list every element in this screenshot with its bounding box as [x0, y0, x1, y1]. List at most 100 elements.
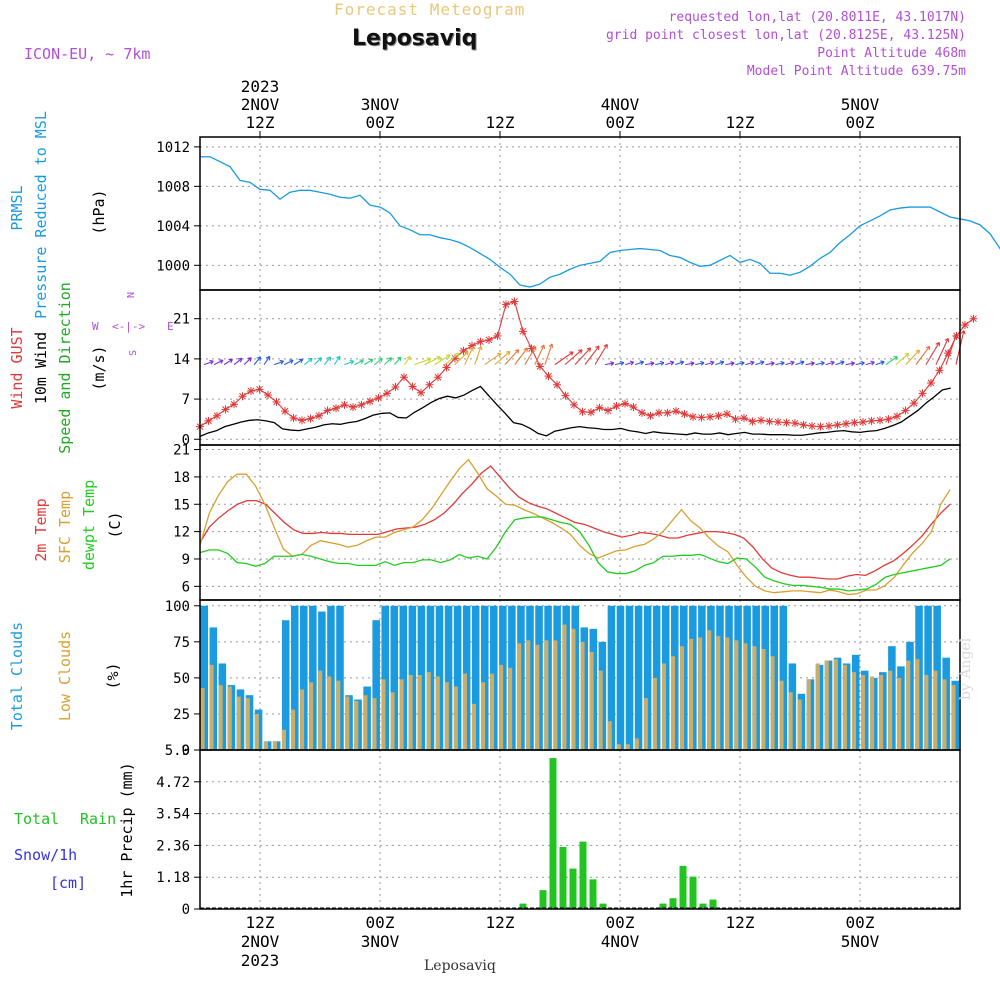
wind-direction-arrow	[454, 351, 469, 366]
wind-direction-arrow	[484, 352, 502, 366]
gust-marker	[204, 416, 213, 425]
gust-marker	[578, 407, 587, 416]
low-cloud-bar	[625, 744, 630, 750]
precip-label-rain: Rain	[80, 810, 116, 828]
wind-direction-arrow	[715, 360, 725, 366]
top-axis-hour: 12Z	[246, 113, 275, 132]
y-tick-label: 18	[173, 470, 190, 486]
low-cloud-bar	[906, 660, 911, 750]
gust-marker	[221, 405, 230, 414]
wind-direction-arrow	[374, 357, 383, 366]
top-axis-hour: 00Z	[606, 113, 635, 132]
y-tick-label: 50	[173, 671, 190, 687]
pressure-unit-label: (hPa)	[90, 189, 108, 234]
low-cloud-bar	[788, 692, 793, 750]
wind-direction-arrow	[384, 357, 393, 366]
gust-marker	[663, 408, 672, 417]
low-cloud-bar	[607, 721, 612, 750]
y-tick-label: 9	[182, 552, 190, 568]
gust-marker	[536, 362, 544, 371]
low-cloud-bar	[643, 698, 648, 750]
low-cloud-bar	[381, 679, 386, 750]
low-cloud-bar	[879, 675, 884, 750]
gust-marker	[417, 388, 425, 397]
top-axis-date: 2NOV	[241, 95, 280, 114]
precip-bar	[539, 890, 547, 909]
gust-marker	[706, 412, 714, 421]
top-axis-date: 3NOV	[361, 95, 400, 114]
low-cloud-bar	[634, 738, 639, 750]
wind-direction-arrow	[474, 345, 483, 365]
y-tick-label: 0	[182, 432, 190, 448]
gust-marker	[816, 422, 825, 431]
wind-direction-arrow	[835, 360, 845, 366]
y-tick-label: 1000	[156, 258, 190, 274]
bottom-axis-hour: 12Z	[726, 913, 755, 932]
low-cloud-bar	[670, 656, 676, 750]
low-cloud-bar	[471, 703, 476, 750]
wind-direction-arrow	[895, 352, 910, 366]
y-tick-label: 2.36	[156, 838, 190, 854]
gust-marker	[519, 327, 527, 336]
low-cloud-bar	[263, 741, 268, 750]
wind-direction-arrow	[925, 341, 940, 365]
gust-marker	[774, 418, 782, 427]
y-tick-label: 21	[173, 312, 190, 328]
clouds-label-low: Low Clouds	[56, 631, 74, 721]
gust-marker	[918, 389, 927, 398]
temp-label-dewpt: dewpt Temp	[80, 480, 98, 570]
wind-direction-arrow	[283, 359, 294, 366]
gust-marker	[468, 341, 476, 350]
total-cloud-bar	[372, 620, 380, 750]
low-cloud-bar	[345, 696, 350, 750]
wind-direction-arrow	[364, 358, 374, 366]
low-cloud-bar	[860, 675, 866, 750]
gust-marker	[442, 363, 451, 372]
wind-direction-arrow	[574, 347, 592, 366]
low-cloud-bar	[535, 644, 540, 750]
credit-watermark: by Angel	[958, 637, 974, 700]
total-cloud-bar	[471, 605, 480, 750]
y-tick-label: 5.9	[165, 743, 190, 759]
gust-marker	[765, 417, 774, 426]
wind-direction-arrow	[203, 359, 214, 366]
temperature-series-line-0	[199, 465, 951, 580]
total-cloud-bar	[607, 605, 616, 750]
wind-direction-arrow	[745, 360, 755, 366]
precip-bar	[579, 841, 587, 909]
wind-direction-arrow	[815, 360, 825, 366]
precip-label-total: Total	[14, 810, 59, 828]
low-cloud-bar	[824, 660, 829, 750]
low-cloud-bar	[390, 692, 395, 750]
bottom-axis-hour: 12Z	[486, 913, 515, 932]
precip-unit-label: 1hr Precip (mm)	[118, 762, 136, 897]
gust-marker	[850, 418, 859, 427]
panel-frame-precip	[199, 749, 961, 910]
bottom-axis-date: 2NOV	[241, 932, 280, 951]
wind-direction-arrow	[755, 360, 765, 366]
low-cloud-bar	[354, 700, 359, 750]
wind-direction-arrow	[303, 357, 313, 366]
wind-unit-label: (m/s)	[90, 345, 108, 390]
gust-marker	[366, 397, 374, 406]
gust-marker	[306, 414, 315, 423]
low-cloud-bar	[363, 695, 368, 750]
wind-direction-arrow	[705, 360, 715, 366]
wind-direction-arrow	[213, 359, 224, 366]
total-cloud-bar	[281, 620, 290, 750]
precip-bar	[519, 903, 527, 909]
low-cloud-bar	[707, 630, 712, 750]
low-cloud-bar	[218, 685, 223, 750]
wind-direction-arrow	[685, 361, 695, 367]
pressure-label-msl: Pressure Reduced to MSL	[32, 111, 50, 319]
low-cloud-bar	[490, 673, 495, 750]
wind-direction-arrow	[344, 359, 355, 366]
gust-marker	[638, 408, 646, 417]
low-cloud-bar	[209, 664, 214, 750]
wind-direction-arrow	[655, 360, 665, 366]
model-point-altitude: Model Point Altitude 639.75m	[746, 64, 966, 79]
gust-marker	[723, 410, 731, 418]
total-cloud-bar	[634, 605, 643, 750]
y-tick-label: 25	[173, 707, 190, 723]
